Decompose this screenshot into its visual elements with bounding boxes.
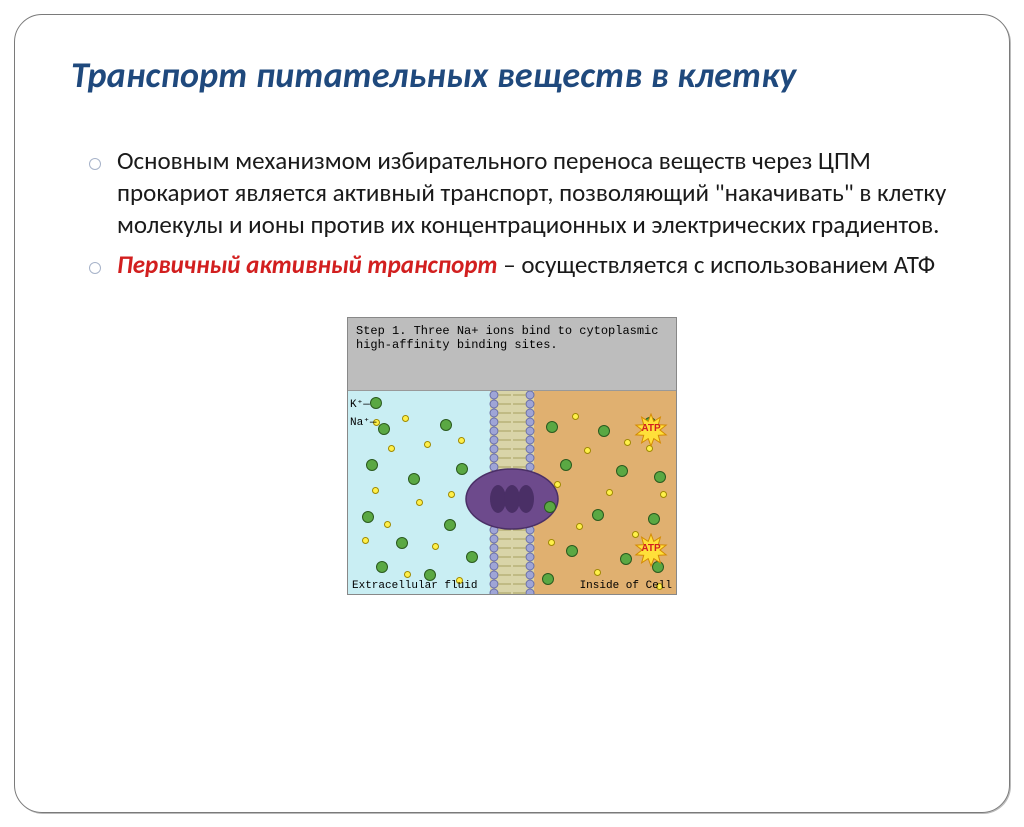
sodium-ion	[576, 523, 583, 530]
sodium-ion	[554, 481, 561, 488]
bullet-text: Основным механизмом избирательного перен…	[117, 145, 946, 240]
diagram-caption: Step 1. Three Na+ ions bind to cytoplasm…	[348, 318, 676, 390]
sodium-ion	[402, 415, 409, 422]
caption-line-1: Step 1. Three Na+ ions bind to cytoplasm…	[356, 324, 668, 338]
sodium-ion	[660, 491, 667, 498]
bullet-list: Основным механизмом избирательного перен…	[89, 145, 949, 281]
potassium-ion	[598, 425, 610, 437]
bullet-text: – осуществляется с использованием АТФ	[498, 249, 936, 280]
legend-na-label: Na⁺—	[350, 415, 376, 429]
membrane-diagram: Step 1. Three Na+ ions bind to cytoplasm…	[347, 317, 677, 595]
potassium-ion	[456, 463, 468, 475]
atp-label: ATP	[634, 423, 668, 434]
sodium-ion	[362, 537, 369, 544]
potassium-ion	[544, 501, 556, 513]
sodium-ion	[384, 521, 391, 528]
potassium-ion	[378, 423, 390, 435]
diagram-container: Step 1. Three Na+ ions bind to cytoplasm…	[347, 317, 677, 595]
sodium-ion	[584, 447, 591, 454]
bullet-item: Основным механизмом избирательного перен…	[89, 145, 949, 241]
potassium-ion	[362, 511, 374, 523]
legend-k-label: K⁺—	[350, 397, 370, 411]
slide-frame: Транспорт питательных веществ в клетку О…	[14, 14, 1010, 813]
sodium-ion	[416, 499, 423, 506]
potassium-ion	[376, 561, 388, 573]
sodium-ion	[388, 445, 395, 452]
sodium-ion	[372, 487, 379, 494]
sodium-ion	[432, 543, 439, 550]
potassium-ion	[616, 465, 628, 477]
bullet-emph: Первичный активный транспорт	[117, 249, 498, 280]
diagram-body: ATP ATP K⁺— Na⁺— Extracellular fluid Inside o…	[348, 390, 676, 594]
potassium-ion	[648, 513, 660, 525]
potassium-ion	[592, 509, 604, 521]
potassium-ion	[654, 471, 666, 483]
potassium-ion	[542, 573, 554, 585]
sodium-ion	[624, 439, 631, 446]
sodium-ion	[572, 413, 579, 420]
bullet-item: Первичный активный транспорт – осуществл…	[89, 249, 949, 281]
sodium-ion	[448, 491, 455, 498]
potassium-ion	[440, 419, 452, 431]
atp-label: ATP	[634, 543, 668, 554]
extracellular-label: Extracellular fluid	[352, 580, 477, 592]
sodium-ion	[548, 539, 555, 546]
legend-k-dot	[370, 397, 382, 409]
potassium-ion	[620, 553, 632, 565]
sodium-ion	[594, 569, 601, 576]
sodium-ion	[606, 489, 613, 496]
slide-title: Транспорт питательных веществ в клетку	[71, 53, 959, 97]
sodium-ion	[458, 437, 465, 444]
sodium-ion	[424, 441, 431, 448]
potassium-ion	[466, 551, 478, 563]
potassium-ion	[396, 537, 408, 549]
potassium-ion	[560, 459, 572, 471]
potassium-ion	[366, 459, 378, 471]
potassium-ion	[546, 421, 558, 433]
atp-icon: ATP	[634, 413, 668, 447]
atp-icon: ATP	[634, 533, 668, 567]
potassium-ion	[444, 519, 456, 531]
caption-line-2: high-affinity binding sites.	[356, 338, 668, 352]
inside-cell-label: Inside of Cell	[580, 580, 672, 592]
potassium-ion	[408, 473, 420, 485]
potassium-ion	[566, 545, 578, 557]
sodium-ion	[404, 571, 411, 578]
